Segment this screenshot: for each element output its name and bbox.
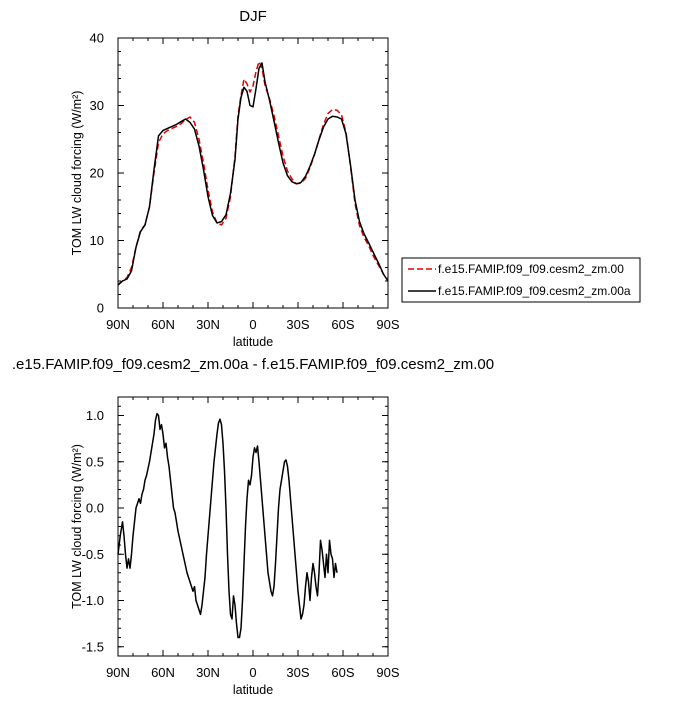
p1-ytick-label-0: -1.5	[82, 639, 104, 654]
p1-xtick-label-5: 60S	[331, 665, 354, 680]
p0-xtick-label-0: 90N	[106, 317, 130, 332]
p0-plot-frame	[117, 37, 389, 309]
legend-box	[401, 257, 641, 303]
p1-ytick-label-2: -0.5	[82, 547, 104, 562]
p1-y-axis-label: TOM LW cloud forcing (W/m²)	[70, 444, 84, 609]
p0-ytick-label-2: 20	[90, 166, 104, 181]
bottom-panel: 90N 60N 30N 0 30S 60S 90S -1.5 -1.0 -0.5 0.0 0.5 1.0…	[70, 396, 400, 697]
p0-series-line-0	[117, 60, 389, 285]
p0-ytick-label-4: 40	[90, 31, 104, 46]
p0-ytick-label-0: 0	[97, 301, 104, 316]
p0-xtick-label-1: 60N	[151, 317, 175, 332]
p1-plot-frame	[117, 396, 389, 657]
p0-xtick-label-6: 90S	[376, 317, 399, 332]
legend-label-00: f.e15.FAMIP.f09_f09.cesm2_zm.00	[438, 262, 624, 276]
top-chart-title: DJF	[239, 8, 267, 25]
p1-xtick-label-0: 90N	[106, 665, 130, 680]
p0-ytick-label-3: 30	[90, 98, 104, 113]
p0-y-axis-label: TOM LW cloud forcing (W/m²)	[70, 91, 84, 256]
p0-xtick-label-4: 30S	[286, 317, 309, 332]
bottom-chart-title: .e15.FAMIP.f09_f09.cesm2_zm.00a - f.e15.…	[12, 356, 494, 373]
p1-ytick-label-4: 0.5	[86, 454, 104, 469]
p1-xtick-label-2: 30N	[196, 665, 220, 680]
p0-series-line-1	[117, 62, 389, 286]
legend: f.e15.FAMIP.f09_f09.cesm2_zm.00 f.e15.FA…	[401, 257, 641, 303]
p1-ytick-label-3: 0.0	[86, 501, 104, 516]
p0-ytick-label-1: 10	[90, 233, 104, 248]
p1-xtick-label-6: 90S	[376, 665, 399, 680]
p1-ytick-label-5: 1.0	[86, 408, 104, 423]
p1-ytick-label-1: -1.0	[82, 593, 104, 608]
p0-xtick-label-2: 30N	[196, 317, 220, 332]
p1-xtick-label-1: 60N	[151, 665, 175, 680]
legend-label-00a: f.e15.FAMIP.f09_f09.cesm2_zm.00a	[438, 284, 631, 298]
p0-x-axis-label: latitude	[233, 335, 273, 349]
p0-xtick-label-5: 60S	[331, 317, 354, 332]
p0-xtick-label-3: 0	[249, 317, 256, 332]
p1-x-axis-label: latitude	[233, 683, 273, 697]
p1-xtick-label-3: 0	[249, 665, 256, 680]
top-panel: 90N 60N 30N 0 30S 60S 90S 0 10 20 30 40 latitude TOM …	[70, 31, 400, 350]
p1-series-line-0	[117, 412, 338, 639]
p1-xtick-label-4: 30S	[286, 665, 309, 680]
